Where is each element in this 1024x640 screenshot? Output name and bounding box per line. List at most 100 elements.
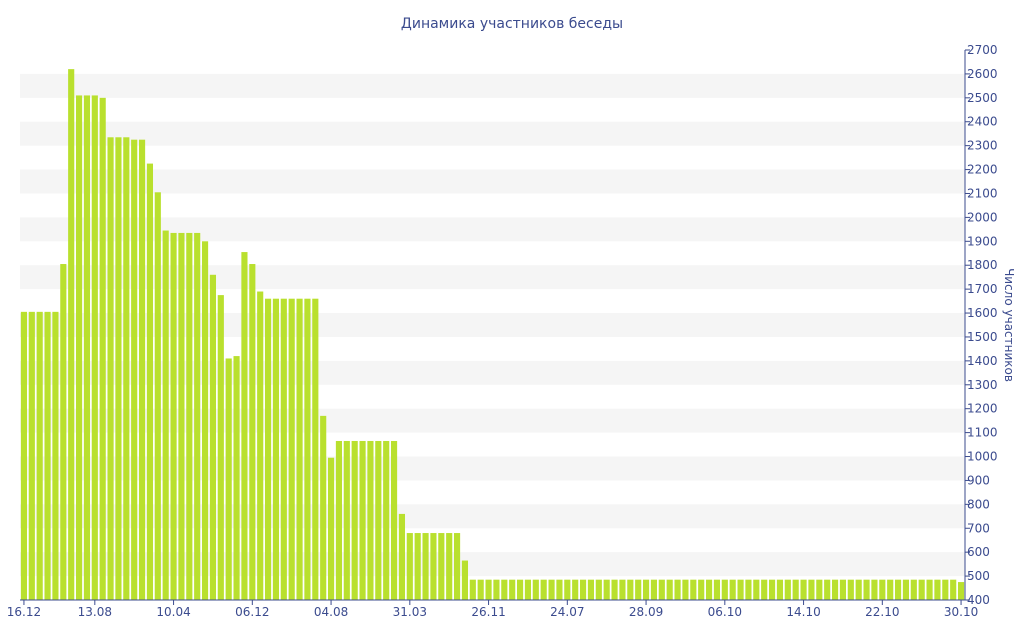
- bar: [469, 579, 476, 600]
- bar: [824, 579, 831, 600]
- x-tick-label: 30.10: [944, 605, 978, 619]
- bar: [44, 311, 51, 600]
- bar: [138, 139, 146, 600]
- bar: [36, 311, 43, 600]
- bar: [532, 579, 539, 600]
- bar: [359, 440, 366, 600]
- bar: [335, 440, 343, 600]
- bar: [729, 579, 736, 600]
- bar: [548, 579, 555, 600]
- bar: [241, 252, 248, 600]
- y-tick-label: 400: [967, 593, 990, 607]
- bar: [225, 358, 232, 600]
- bar: [414, 533, 421, 600]
- y-tick-label: 1700: [967, 282, 998, 296]
- grid-band: [20, 360, 965, 385]
- bar: [351, 440, 358, 600]
- bar: [162, 230, 169, 601]
- bar: [871, 579, 878, 600]
- bar: [390, 440, 398, 600]
- bar: [737, 579, 744, 600]
- y-tick-label: 900: [967, 473, 990, 487]
- bar: [894, 579, 902, 600]
- bar: [83, 95, 91, 600]
- y-tick-label: 800: [967, 497, 990, 511]
- y-tick-label: 2600: [967, 67, 998, 81]
- y-tick-label: 600: [967, 545, 990, 559]
- bar: [343, 440, 350, 600]
- y-tick-label: 1400: [967, 354, 998, 368]
- bar: [753, 579, 760, 600]
- x-tick-label: 24.07: [550, 605, 584, 619]
- x-tick-label: 22.10: [865, 605, 899, 619]
- bar: [312, 298, 319, 600]
- x-tick-label: 28.09: [629, 605, 663, 619]
- bar: [808, 579, 815, 600]
- bar: [194, 232, 201, 600]
- bar: [280, 298, 287, 600]
- x-tick-label: 31.03: [393, 605, 427, 619]
- bar: [587, 579, 595, 600]
- x-axis: 16.12 13.08 10.04 06.12 04.08 31.03 26.11 24.07…: [7, 599, 978, 619]
- y-axis-label: Число участников: [1002, 268, 1016, 382]
- bar: [453, 533, 461, 600]
- bar: [855, 579, 862, 600]
- y-tick-label: 1200: [967, 402, 998, 416]
- bar: [406, 533, 413, 600]
- bar: [438, 533, 445, 600]
- bar: [768, 579, 776, 600]
- bar: [674, 579, 681, 600]
- bar: [957, 582, 965, 600]
- y-axis: 400 500 600 700 800 900 1000 1100 1200 1300 1400 15…: [964, 43, 998, 607]
- x-tick-label: 26.11: [471, 605, 505, 619]
- y-tick-label: 2300: [967, 139, 998, 153]
- bar: [564, 579, 571, 600]
- bar: [666, 579, 673, 600]
- bar: [863, 579, 870, 600]
- y-tick-label: 1800: [967, 258, 998, 272]
- bar: [477, 579, 484, 600]
- bar: [934, 579, 941, 600]
- y-tick-label: 1000: [967, 450, 998, 464]
- bar: [131, 139, 138, 600]
- bar: [776, 579, 784, 600]
- bar: [233, 356, 240, 600]
- bar: [642, 579, 650, 600]
- y-tick-label: 2100: [967, 186, 998, 200]
- bar: [721, 579, 728, 600]
- bar: [761, 579, 768, 600]
- bar: [209, 274, 217, 600]
- bar: [524, 579, 532, 600]
- bar: [572, 579, 579, 600]
- x-tick-label: 10.04: [156, 605, 190, 619]
- bar: [516, 579, 524, 600]
- bar: [146, 163, 154, 600]
- bar: [249, 264, 256, 600]
- bar: [493, 579, 500, 600]
- y-tick-label: 2700: [967, 43, 998, 57]
- bar: [461, 560, 469, 600]
- bar: [107, 137, 114, 601]
- bar: [20, 311, 28, 600]
- y-tick-label: 1100: [967, 426, 998, 440]
- x-tick-label: 06.10: [708, 605, 742, 619]
- bar: [627, 579, 634, 600]
- x-tick-label: 13.08: [78, 605, 112, 619]
- bar: [320, 415, 327, 600]
- x-tick-label: 14.10: [786, 605, 820, 619]
- bar: [650, 579, 658, 600]
- bar: [579, 579, 587, 600]
- grid-band: [20, 313, 965, 337]
- y-tick-label: 700: [967, 521, 990, 535]
- bar: [99, 97, 106, 601]
- grid-band: [20, 504, 965, 529]
- y-tick-label: 1600: [967, 306, 998, 320]
- bar: [28, 311, 35, 600]
- bar: [603, 579, 610, 600]
- bar: [713, 579, 721, 600]
- grid-band: [20, 217, 965, 242]
- x-tick-label: 04.08: [314, 605, 348, 619]
- bar: [485, 579, 492, 600]
- grid-band: [20, 456, 965, 481]
